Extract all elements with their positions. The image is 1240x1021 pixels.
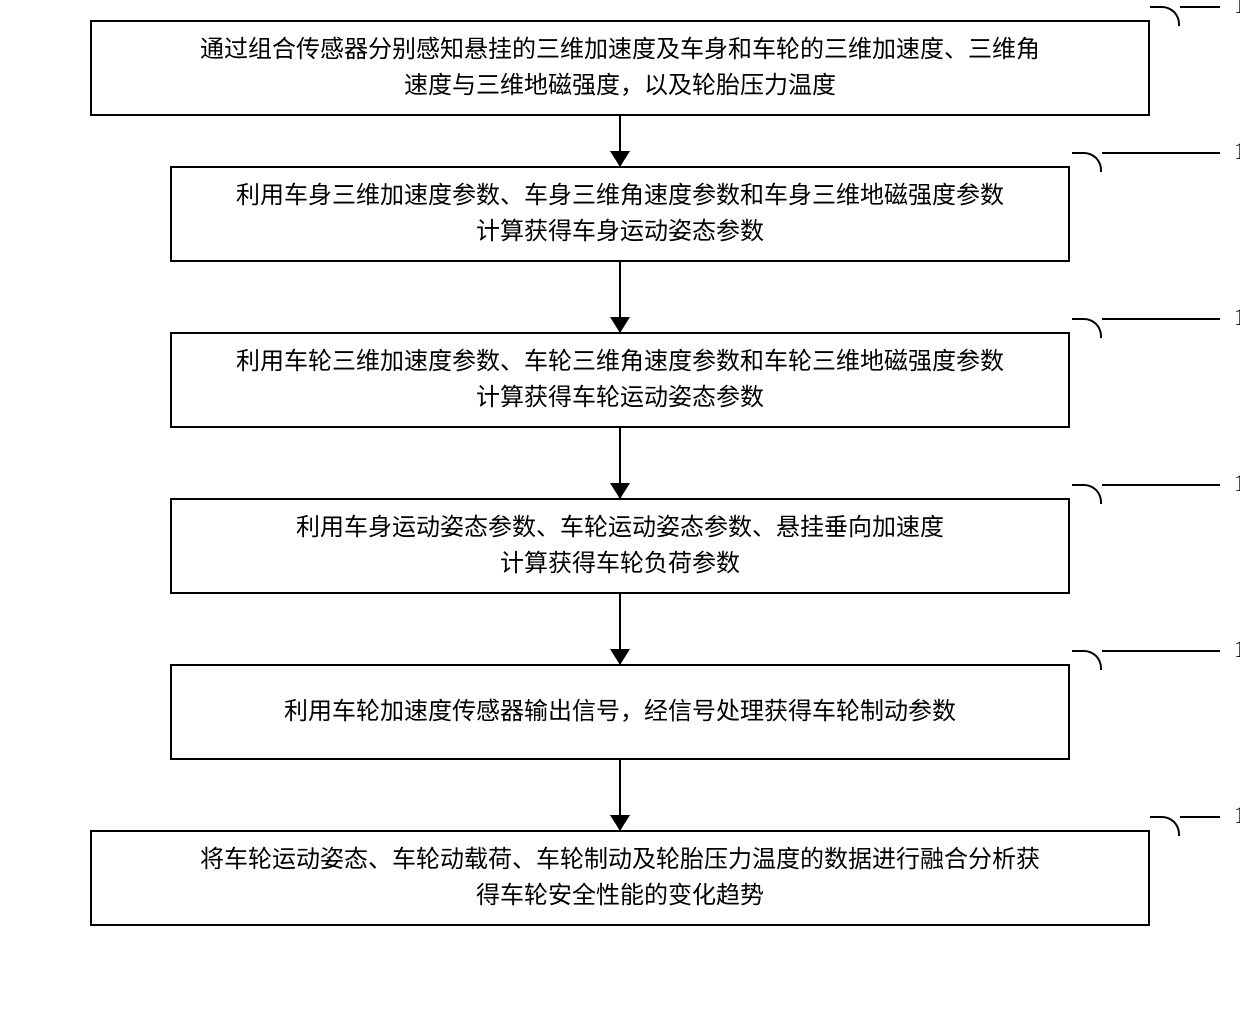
arrow	[70, 594, 1170, 664]
step-text-line1: 利用车轮加速度传感器输出信号，经信号处理获得车轮制动参数	[284, 699, 956, 725]
arrow	[70, 262, 1170, 332]
leader-line	[1102, 318, 1220, 320]
step-text-line2: 计算获得车轮运动姿态参数	[476, 385, 764, 411]
step-box-104: 利用车身运动姿态参数、车轮运动姿态参数、悬挂垂向加速度 计算获得车轮负荷参数	[170, 498, 1070, 594]
step-label: 103	[1234, 306, 1240, 330]
leader-line	[1180, 6, 1220, 8]
leader-line	[1102, 152, 1220, 154]
step-box-106: 将车轮运动姿态、车轮动载荷、车轮制动及轮胎压力温度的数据进行融合分析获 得车轮安…	[90, 830, 1150, 926]
step-text-line2: 得车轮安全性能的变化趋势	[476, 883, 764, 909]
step-text-line2: 速度与三维地磁强度，以及轮胎压力温度	[404, 73, 836, 99]
step-label: 101	[1234, 0, 1240, 18]
step-text-line2: 计算获得车身运动姿态参数	[476, 219, 764, 245]
flowchart-step: 将车轮运动姿态、车轮动载荷、车轮制动及轮胎压力温度的数据进行融合分析获 得车轮安…	[70, 830, 1170, 926]
step-text-line1: 通过组合传感器分别感知悬挂的三维加速度及车身和车轮的三维加速度、三维角	[200, 37, 1040, 63]
leader-line	[1102, 650, 1220, 652]
arrow	[70, 760, 1170, 830]
step-box-101: 通过组合传感器分别感知悬挂的三维加速度及车身和车轮的三维加速度、三维角 速度与三…	[90, 20, 1150, 116]
step-text-line1: 利用车身运动姿态参数、车轮运动姿态参数、悬挂垂向加速度	[296, 515, 944, 541]
flowchart-step: 利用车身三维加速度参数、车身三维角速度参数和车身三维地磁强度参数 计算获得车身运…	[70, 166, 1170, 262]
arrow	[70, 116, 1170, 166]
leader-curve	[1150, 6, 1180, 26]
step-label: 104	[1234, 472, 1240, 496]
flowchart-step: 利用车身运动姿态参数、车轮运动姿态参数、悬挂垂向加速度 计算获得车轮负荷参数 1…	[70, 498, 1170, 594]
step-text-line2: 计算获得车轮负荷参数	[500, 551, 740, 577]
step-text-line1: 利用车身三维加速度参数、车身三维角速度参数和车身三维地磁强度参数	[236, 183, 1004, 209]
leader-line	[1180, 816, 1220, 818]
step-label: 102	[1234, 140, 1240, 164]
arrow	[70, 428, 1170, 498]
flowchart-container: 通过组合传感器分别感知悬挂的三维加速度及车身和车轮的三维加速度、三维角 速度与三…	[70, 20, 1170, 926]
step-box-105: 利用车轮加速度传感器输出信号，经信号处理获得车轮制动参数	[170, 664, 1070, 760]
step-label: 106	[1234, 804, 1240, 828]
flowchart-step: 利用车轮加速度传感器输出信号，经信号处理获得车轮制动参数 105	[70, 664, 1170, 760]
step-text-line1: 将车轮运动姿态、车轮动载荷、车轮制动及轮胎压力温度的数据进行融合分析获	[200, 847, 1040, 873]
step-label: 105	[1234, 638, 1240, 662]
leader-line	[1102, 484, 1220, 486]
leader-curve	[1150, 816, 1180, 836]
step-box-102: 利用车身三维加速度参数、车身三维角速度参数和车身三维地磁强度参数 计算获得车身运…	[170, 166, 1070, 262]
flowchart-step: 利用车轮三维加速度参数、车轮三维角速度参数和车轮三维地磁强度参数 计算获得车轮运…	[70, 332, 1170, 428]
step-box-103: 利用车轮三维加速度参数、车轮三维角速度参数和车轮三维地磁强度参数 计算获得车轮运…	[170, 332, 1070, 428]
flowchart-step: 通过组合传感器分别感知悬挂的三维加速度及车身和车轮的三维加速度、三维角 速度与三…	[70, 20, 1170, 116]
step-text-line1: 利用车轮三维加速度参数、车轮三维角速度参数和车轮三维地磁强度参数	[236, 349, 1004, 375]
